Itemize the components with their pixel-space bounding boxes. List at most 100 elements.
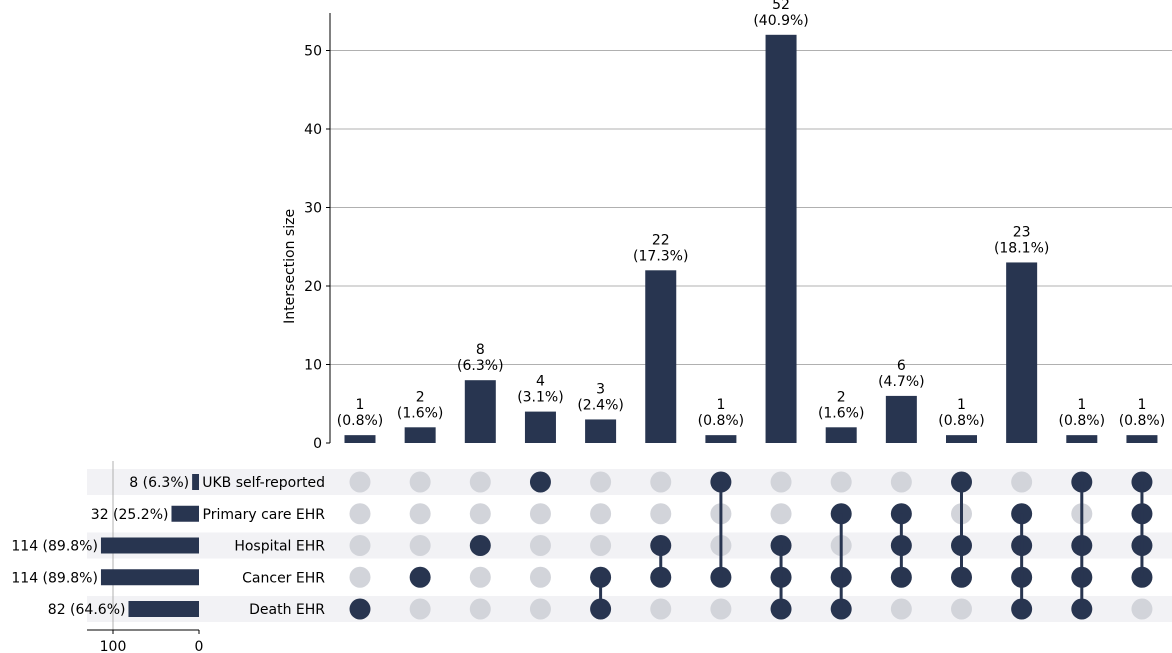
matrix-dot-inactive xyxy=(951,598,972,620)
bar-percent-label: (2.4%) xyxy=(577,397,624,413)
intersection-bar xyxy=(645,270,677,443)
intersection-bar xyxy=(524,411,556,443)
bar-percent-label: (6.3%) xyxy=(457,358,504,374)
matrix-dot-inactive xyxy=(650,503,672,525)
set-name-label: Primary care EHR xyxy=(203,507,326,523)
row-stripe xyxy=(87,532,1172,559)
matrix-dot-inactive xyxy=(890,471,912,493)
set-name-label: Hospital EHR xyxy=(234,539,325,555)
matrix-dot-inactive xyxy=(349,471,371,493)
matrix-dot-inactive xyxy=(1011,471,1033,493)
matrix-dot-inactive xyxy=(830,471,852,493)
bar-count-label: 2 xyxy=(837,389,846,405)
intersection-bar xyxy=(585,419,617,443)
y-tick-label: 30 xyxy=(304,201,322,217)
matrix-dot-inactive xyxy=(409,503,431,525)
set-name-label: Death EHR xyxy=(249,602,325,618)
matrix-dot-active xyxy=(349,598,371,620)
bar-count-label: 1 xyxy=(716,397,725,413)
matrix-dot-inactive xyxy=(529,598,551,620)
y-tick-label: 40 xyxy=(304,122,322,138)
set-size-label: 32 (25.2%) xyxy=(91,507,169,523)
bar-percent-label: (40.9%) xyxy=(753,13,808,29)
bar-count-label: 6 xyxy=(897,358,906,374)
bar-count-label: 1 xyxy=(1137,397,1146,413)
bar-count-label: 52 xyxy=(772,0,790,13)
matrix-dot-active xyxy=(529,471,551,493)
intersection-bar xyxy=(1126,435,1158,443)
matrix-dot-active xyxy=(409,566,431,588)
row-stripe xyxy=(87,469,1172,495)
matrix-dot-inactive xyxy=(349,566,371,588)
bar-count-label: 3 xyxy=(596,381,605,397)
bar-count-label: 4 xyxy=(536,374,545,390)
set-size-label: 82 (64.6%) xyxy=(48,602,126,618)
set-size-label: 114 (89.8%) xyxy=(11,539,98,555)
matrix-dot-inactive xyxy=(469,503,491,525)
bar-percent-label: (0.8%) xyxy=(938,413,985,429)
matrix-dot-inactive xyxy=(409,535,431,556)
bar-count-label: 1 xyxy=(957,397,966,413)
matrix-dot-inactive xyxy=(890,598,912,620)
intersection-bar xyxy=(946,435,977,443)
bar-count-label: 8 xyxy=(476,342,485,358)
bar-count-label: 1 xyxy=(356,397,365,413)
y-tick-label: 50 xyxy=(304,44,322,60)
matrix-dot-inactive xyxy=(349,535,371,556)
matrix-dot-inactive xyxy=(409,598,431,620)
matrix-dot-inactive xyxy=(590,503,612,525)
matrix-dot-inactive xyxy=(770,503,792,525)
y-axis-label: Intersection size xyxy=(282,209,298,324)
matrix-dot-inactive xyxy=(590,535,612,556)
intersection-bar xyxy=(765,34,797,444)
matrix-dot-inactive xyxy=(469,598,491,620)
bar-percent-label: (1.6%) xyxy=(397,405,444,421)
y-tick-label: 0 xyxy=(313,436,322,452)
bar-percent-label: (18.1%) xyxy=(994,240,1049,256)
set-size-tick-label: 0 xyxy=(195,639,204,653)
intersection-bar xyxy=(1006,262,1038,443)
matrix-dot-inactive xyxy=(1131,598,1153,620)
bar-percent-label: (1.6%) xyxy=(818,405,865,421)
matrix-dot-inactive xyxy=(529,566,551,588)
intersection-bar xyxy=(705,435,737,443)
set-size-bar xyxy=(100,569,199,586)
matrix-dot-inactive xyxy=(710,598,732,620)
bar-percent-label: (0.8%) xyxy=(1059,413,1106,429)
set-name-label: UKB self-reported xyxy=(202,475,325,491)
bar-count-label: 1 xyxy=(1077,397,1086,413)
set-size-bar xyxy=(128,601,199,617)
intersection-bar xyxy=(464,380,496,443)
matrix-dot-inactive xyxy=(590,471,612,493)
intersection-bar xyxy=(1066,435,1098,443)
intersection-bar xyxy=(344,435,376,443)
bar-percent-label: (3.1%) xyxy=(517,390,564,406)
matrix-dot-inactive xyxy=(409,471,431,493)
matrix-dot-inactive xyxy=(770,471,792,493)
set-size-label: 114 (89.8%) xyxy=(11,570,98,586)
bar-percent-label: (0.8%) xyxy=(698,413,745,429)
bar-percent-label: (4.7%) xyxy=(878,374,925,390)
set-size-bar xyxy=(192,474,199,490)
bar-percent-label: (17.3%) xyxy=(633,248,688,264)
set-size-bar xyxy=(100,537,199,554)
bar-count-label: 22 xyxy=(652,232,670,248)
matrix-dot-active xyxy=(469,535,491,556)
matrix-dot-inactive xyxy=(529,503,551,525)
row-stripe xyxy=(87,596,1172,622)
bar-percent-label: (0.8%) xyxy=(1119,413,1166,429)
intersection-bar xyxy=(825,427,857,443)
bar-count-label: 23 xyxy=(1013,224,1031,240)
bar-percent-label: (0.8%) xyxy=(337,413,384,429)
matrix-dot-inactive xyxy=(650,471,672,493)
bar-count-label: 2 xyxy=(416,389,425,405)
set-size-label: 8 (6.3%) xyxy=(129,475,189,491)
matrix-dot-inactive xyxy=(469,471,491,493)
matrix-dot-inactive xyxy=(469,566,491,588)
matrix-dot-inactive xyxy=(529,535,551,556)
set-size-bar xyxy=(171,505,199,522)
y-tick-label: 10 xyxy=(304,358,322,374)
intersection-bar xyxy=(885,395,917,443)
set-name-label: Cancer EHR xyxy=(242,570,325,586)
